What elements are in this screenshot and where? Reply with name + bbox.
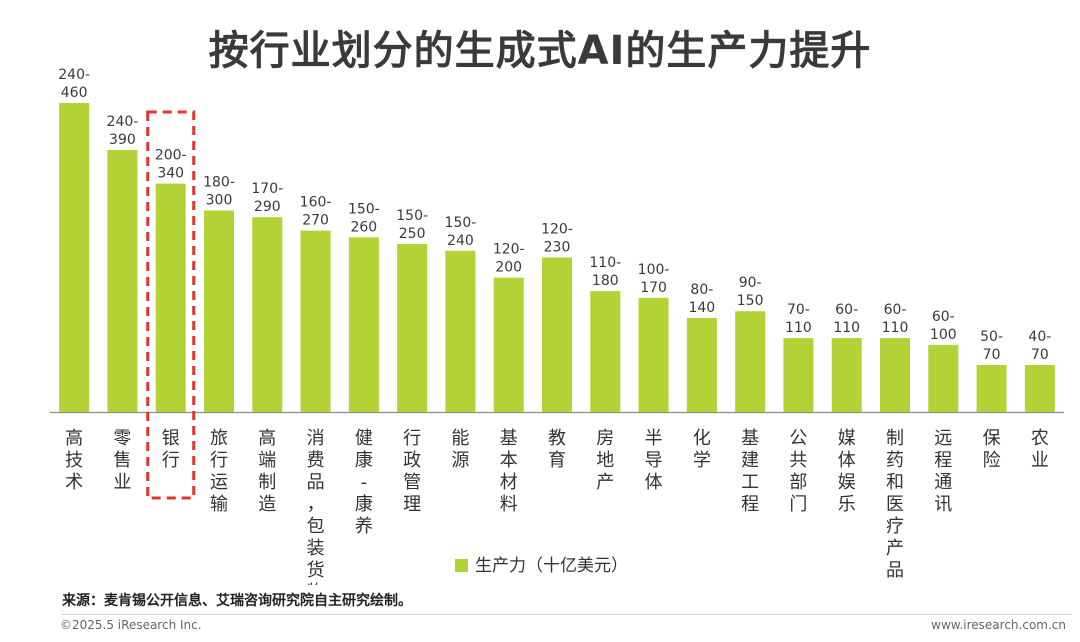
- category-label-7: 健康-康养: [355, 428, 373, 537]
- category-label-9: 能源: [451, 428, 469, 471]
- data-label-16: 70-110: [785, 302, 812, 336]
- bar-5: [252, 217, 283, 412]
- data-label-18: 60-110: [882, 302, 909, 336]
- data-label-2: 240-390: [107, 114, 139, 148]
- category-label-18: 制药和医疗产品: [886, 428, 904, 581]
- source-note: 来源：麦肯锡公开信息、艾瑞咨询研究院自主研究绘制。: [62, 593, 412, 609]
- bar-7: [348, 237, 379, 412]
- category-label-1: 高技术: [65, 428, 83, 493]
- category-label-10: 基本材料: [500, 428, 518, 515]
- category-label-17: 媒体娱乐: [838, 428, 856, 515]
- category-label-20: 保险: [983, 428, 1001, 471]
- bar-8: [397, 244, 428, 412]
- category-label-2: 零售业: [113, 428, 131, 493]
- category-label-6: 消费品，包装货物: [307, 428, 325, 585]
- chart-title: 按行业划分的生成式AI的生产力提升: [208, 28, 872, 74]
- bar-12: [590, 291, 621, 412]
- data-label-11: 120-230: [541, 222, 573, 256]
- data-label-7: 150-260: [348, 201, 380, 235]
- bar-1: [59, 103, 90, 412]
- category-label-16: 公共部门: [789, 428, 807, 515]
- bar-3: [155, 183, 186, 412]
- category-label-15: 基建工程: [741, 428, 759, 515]
- bar-20: [976, 364, 1007, 412]
- data-label-20: 50-70: [980, 329, 1003, 363]
- bar-11: [542, 257, 572, 412]
- category-label-4: 旅行运输: [210, 428, 228, 515]
- data-label-5: 170-290: [251, 181, 283, 215]
- legend-swatch: [455, 559, 468, 572]
- website-link[interactable]: www.iresearch.com.cn: [931, 618, 1066, 632]
- bar-chart: 240-460 高技术 240-390 零售业 200-340 银行 180-300 旅行运输…: [50, 67, 1064, 585]
- bar-19: [928, 344, 959, 412]
- data-label-12: 110-180: [589, 255, 621, 289]
- bar-17: [831, 338, 862, 412]
- category-label-21: 农业: [1031, 428, 1049, 471]
- bar-21: [1024, 364, 1055, 412]
- data-label-10: 120-200: [493, 242, 525, 276]
- bar-6: [300, 230, 331, 412]
- bar-4: [204, 210, 234, 412]
- bar-18: [880, 338, 910, 412]
- category-label-5: 高端制造: [258, 428, 276, 515]
- bar-16: [783, 338, 814, 412]
- bar-13: [638, 297, 669, 412]
- data-label-1: 240-460: [58, 67, 90, 101]
- category-label-8: 行政管理: [403, 428, 421, 515]
- category-label-3: 银行: [162, 428, 180, 471]
- category-label-19: 远程通讯: [934, 428, 952, 515]
- category-label-13: 半导体: [645, 428, 663, 493]
- bar-15: [735, 311, 766, 412]
- bar-14: [686, 317, 717, 412]
- data-label-21: 40-70: [1028, 329, 1051, 363]
- data-label-8: 150-250: [396, 208, 428, 242]
- category-label-11: 教育: [548, 428, 566, 471]
- data-label-17: 60-110: [833, 302, 860, 336]
- category-label-14: 化学: [693, 428, 711, 471]
- data-label-6: 160-270: [300, 195, 332, 229]
- bar-9: [445, 250, 476, 412]
- highlight-box: [146, 110, 196, 500]
- data-label-4: 180-300: [203, 174, 235, 208]
- bar-2: [107, 150, 138, 413]
- data-label-15: 90-150: [737, 275, 764, 309]
- footer-divider: [62, 614, 1072, 615]
- data-label-3: 200-340: [155, 148, 187, 182]
- legend-label: 生产力（十亿美元）: [475, 556, 628, 576]
- category-label-12: 房地产: [596, 428, 614, 493]
- data-label-19: 60-100: [930, 309, 957, 343]
- bar-10: [493, 277, 524, 412]
- copyright-text: ©2025.5 iResearch Inc.: [60, 618, 202, 632]
- data-label-14: 80-140: [688, 282, 715, 316]
- data-label-9: 150-240: [445, 215, 477, 249]
- data-label-13: 100-170: [638, 262, 670, 296]
